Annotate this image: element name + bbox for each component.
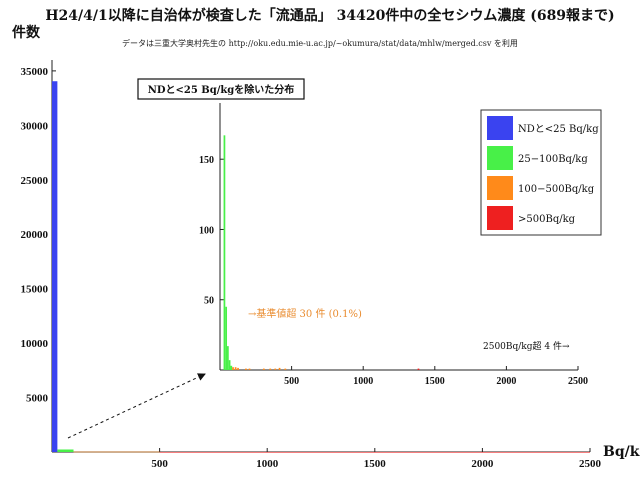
- inset-bar: [225, 306, 228, 370]
- legend-swatch: [487, 206, 513, 230]
- inset-title-box: [137, 78, 305, 100]
- inset-bar: [227, 346, 229, 370]
- inset-y-tick-label: 100: [199, 225, 214, 236]
- inset-bar: [278, 367, 281, 370]
- legend-items: NDと<25 Bq/kg 25−100Bq/kg 100−500Bq/kg >500B…: [487, 116, 599, 230]
- limit-annotation: →基準値超 30 件 (0.1%): [248, 307, 362, 320]
- main-bar: [52, 81, 58, 452]
- main-x-tick-label: 1000: [256, 458, 279, 470]
- legend-label: >500Bq/kg: [518, 214, 576, 225]
- inset-bar: [223, 135, 226, 370]
- main-bar: [73, 451, 160, 453]
- inset-bar: [262, 368, 265, 370]
- inset-y-tick-label: 150: [199, 155, 214, 166]
- main-y-tick-label: 5000: [26, 393, 49, 405]
- over-2500-annotation: 2500Bq/kg超 4 件→: [483, 340, 570, 352]
- x-axis-label: Bq/kg: [603, 444, 640, 460]
- legend-swatch: [487, 116, 513, 140]
- inset-x-tick-label: 500: [284, 376, 299, 387]
- legend-swatch: [487, 146, 513, 170]
- inset-x-tick-label: 1000: [353, 376, 373, 387]
- inset-bar: [234, 367, 237, 370]
- main-x-tick-label: 2000: [471, 458, 494, 470]
- main-x-tick-label: 2500: [579, 458, 602, 470]
- main-y-tick-label: 15000: [21, 284, 49, 296]
- inset-bar: [274, 368, 277, 370]
- inset-bar: [417, 368, 420, 370]
- chart-title: H24/4/1以降に自治体が検査した「流通品」 34420件中の全セシウム濃度 …: [45, 7, 614, 24]
- inset-bars: [223, 135, 420, 370]
- main-ticks: 500 1000 1500 2000 2500 5000 10000 15000 20000 25…: [21, 66, 602, 470]
- inset-bar: [232, 367, 234, 370]
- main-bar: [57, 449, 74, 452]
- main-y-tick-label: 35000: [21, 66, 49, 78]
- inset-bar: [237, 367, 239, 370]
- inset-x-tick-label: 1500: [425, 376, 445, 387]
- pointer-arrow: [67, 373, 206, 439]
- inset-bar: [269, 368, 272, 370]
- y-axis-label: 件数: [12, 24, 41, 41]
- legend-label: NDと<25 Bq/kg: [518, 123, 599, 135]
- inset-y-tick-label: 50: [204, 296, 214, 307]
- inset-bar: [284, 368, 287, 370]
- inset-bar: [245, 368, 247, 370]
- main-y-tick-label: 10000: [21, 338, 49, 350]
- legend-label: 100−500Bq/kg: [518, 184, 595, 195]
- chart-subtitle: データは三重大学奥村先生の http://oku.edu.mie-u.ac.jp…: [122, 38, 518, 48]
- inset-title: NDと<25 Bq/kgを除いた分布: [148, 83, 295, 96]
- inset-bar: [248, 368, 251, 370]
- main-bar: [159, 451, 590, 453]
- inset-x-tick-label: 2500: [568, 376, 588, 387]
- inset-bar: [230, 365, 233, 370]
- main-y-tick-label: 25000: [21, 175, 49, 187]
- inset-bar: [228, 360, 231, 370]
- main-x-tick-label: 500: [151, 458, 168, 470]
- main-x-tick-label: 1500: [364, 458, 387, 470]
- main-y-tick-label: 20000: [21, 229, 49, 241]
- legend-label: 25−100Bq/kg: [518, 154, 588, 165]
- inset-ticks: 500 1000 1500 2000 2500 50 100 150: [199, 155, 588, 387]
- inset-x-tick-label: 2000: [496, 376, 516, 387]
- main-bars: [52, 81, 590, 453]
- legend-swatch: [487, 176, 513, 200]
- main-y-tick-label: 30000: [21, 120, 49, 132]
